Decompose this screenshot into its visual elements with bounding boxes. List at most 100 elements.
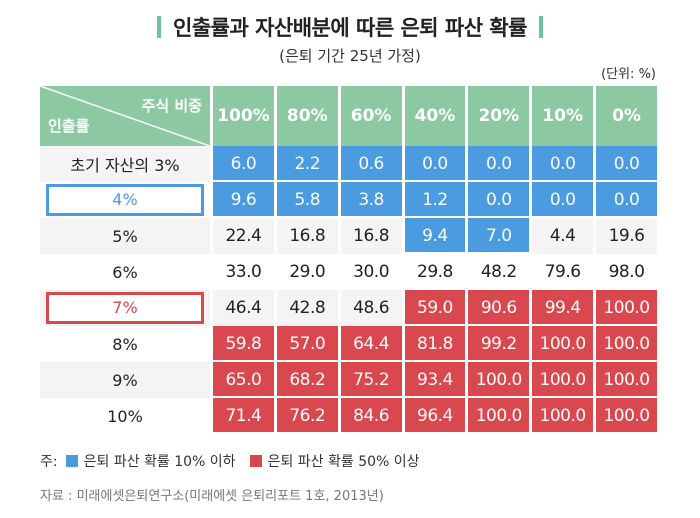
table-cell: 9.4: [404, 218, 466, 254]
legend-label-blue: 은퇴 파산 확률 10% 이하: [83, 454, 236, 470]
column-header: 20%: [468, 86, 530, 146]
source-note: 자료 : 미래에셋은퇴연구소(미래에셋 은퇴리포트 1호, 2013년): [40, 489, 384, 504]
table-row: 8% 59.8 57.0 64.4 81.8 99.2 100.0 100.0: [40, 326, 657, 362]
chart-title: 인출률과 자산배분에 따른 은퇴 파산 확률: [173, 16, 528, 40]
column-header: 0%: [596, 86, 657, 146]
table-cell: 71.4: [213, 398, 274, 434]
table-cell: 16.8: [340, 218, 402, 254]
table-cell: 93.4: [404, 362, 466, 398]
table-cell: 68.2: [276, 362, 338, 398]
legend-swatch-blue: [65, 455, 78, 467]
title-bar-right: [539, 16, 543, 38]
table-cell: 48.6: [340, 290, 402, 326]
title-bar-left: [157, 16, 161, 38]
data-table: 주식 비중 인출률 100% 80% 60% 40% 20% 10% 0% 초기 자산의 3…: [37, 86, 660, 434]
table-row: 6% 33.0 29.0 30.0 29.8 48.2 79.6 98.0: [40, 254, 657, 290]
column-header: 100%: [213, 86, 274, 146]
table-cell: 6.0: [213, 146, 274, 182]
table-cell: 0.0: [468, 146, 530, 182]
table-row: 5% 22.4 16.8 16.8 9.4 7.0 4.4 19.6: [40, 218, 657, 254]
column-header: 80%: [276, 86, 338, 146]
table-cell: 81.8: [404, 326, 466, 362]
table-cell: 64.4: [340, 326, 402, 362]
table-cell: 59.0: [404, 290, 466, 326]
table-cell: 59.8: [213, 326, 274, 362]
unit-label: (단위: %): [601, 67, 656, 82]
table-cell: 75.2: [340, 362, 402, 398]
table-cell: 100.0: [532, 362, 594, 398]
table-cell: 79.6: [532, 254, 594, 290]
row-label: 10%: [40, 398, 210, 434]
table-cell: 98.0: [596, 254, 657, 290]
table-cell: 29.0: [276, 254, 338, 290]
column-header: 40%: [404, 86, 466, 146]
table-cell: 29.8: [404, 254, 466, 290]
corner-bottom-label: 인출률: [48, 117, 90, 135]
table-cell: 0.0: [596, 146, 657, 182]
table-cell: 19.6: [596, 218, 657, 254]
table-cell: 57.0: [276, 326, 338, 362]
table-cell: 100.0: [468, 362, 530, 398]
table-cell: 99.4: [532, 290, 594, 326]
table-cell: 0.0: [532, 182, 594, 218]
row-label: 7%: [40, 290, 210, 326]
table-cell: 5.8: [276, 182, 338, 218]
table-cell: 9.6: [213, 182, 274, 218]
table-cell: 48.2: [468, 254, 530, 290]
table-cell: 1.2: [404, 182, 466, 218]
corner-top-label: 주식 비중: [141, 97, 202, 115]
highlighted-row-label: 4%: [46, 184, 204, 216]
row-label: 8%: [40, 326, 210, 362]
corner-header: 주식 비중 인출률: [40, 86, 210, 146]
table-cell: 99.2: [468, 326, 530, 362]
corner-diagonal: [40, 86, 210, 146]
row-label: 9%: [40, 362, 210, 398]
table-cell: 33.0: [213, 254, 274, 290]
table-cell: 84.6: [340, 398, 402, 434]
header-row: 주식 비중 인출률 100% 80% 60% 40% 20% 10% 0%: [40, 86, 657, 146]
table-cell: 0.0: [404, 146, 466, 182]
table-row: 10% 71.4 76.2 84.6 96.4 100.0 100.0 100.0: [40, 398, 657, 434]
table-cell: 2.2: [276, 146, 338, 182]
table-cell: 100.0: [596, 362, 657, 398]
table-cell: 100.0: [596, 290, 657, 326]
table-cell: 100.0: [596, 398, 657, 434]
legend-prefix: 주:: [40, 454, 58, 470]
row-label: 초기 자산의 3%: [40, 146, 210, 182]
row-label: 6%: [40, 254, 210, 290]
table-cell: 30.0: [340, 254, 402, 290]
row-label: 5%: [40, 218, 210, 254]
table-cell: 0.0: [532, 146, 594, 182]
title-row: 인출률과 자산배분에 따른 은퇴 파산 확률: [0, 12, 700, 42]
table-row: 7% 46.4 42.8 48.6 59.0 90.6 99.4 100.0: [40, 290, 657, 326]
column-header: 10%: [532, 86, 594, 146]
table-row: 9% 65.0 68.2 75.2 93.4 100.0 100.0 100.0: [40, 362, 657, 398]
table-cell: 16.8: [276, 218, 338, 254]
table-row: 4% 9.6 5.8 3.8 1.2 0.0 0.0 0.0: [40, 182, 657, 218]
table-cell: 0.0: [468, 182, 530, 218]
table-row: 초기 자산의 3% 6.0 2.2 0.6 0.0 0.0 0.0 0.0: [40, 146, 657, 182]
table-cell: 0.6: [340, 146, 402, 182]
legend-swatch-red: [249, 455, 262, 467]
highlighted-row-label: 7%: [46, 292, 204, 324]
table-cell: 3.8: [340, 182, 402, 218]
table-cell: 42.8: [276, 290, 338, 326]
table-cell: 22.4: [213, 218, 274, 254]
table-cell: 7.0: [468, 218, 530, 254]
table-cell: 46.4: [213, 290, 274, 326]
legend-label-red: 은퇴 파산 확률 50% 이상: [267, 454, 420, 470]
table-cell: 100.0: [468, 398, 530, 434]
legend: 주: 은퇴 파산 확률 10% 이하 은퇴 파산 확률 50% 이상: [40, 451, 420, 471]
table-cell: 100.0: [532, 398, 594, 434]
table-cell: 76.2: [276, 398, 338, 434]
column-header: 60%: [340, 86, 402, 146]
table-cell: 65.0: [213, 362, 274, 398]
chart-subtitle: (은퇴 기간 25년 가정): [279, 47, 421, 65]
table-cell: 90.6: [468, 290, 530, 326]
table-cell: 4.4: [532, 218, 594, 254]
table-cell: 100.0: [596, 326, 657, 362]
row-label: 4%: [40, 182, 210, 218]
table-cell: 0.0: [596, 182, 657, 218]
table-cell: 96.4: [404, 398, 466, 434]
table-cell: 100.0: [532, 326, 594, 362]
